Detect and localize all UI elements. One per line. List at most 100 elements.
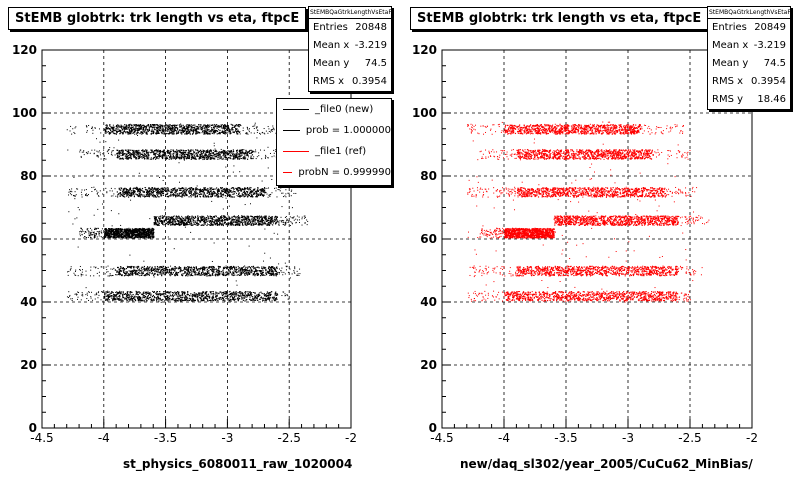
scatter-point xyxy=(220,151,222,154)
scatter-point xyxy=(151,235,153,237)
scatter-point xyxy=(172,189,174,191)
scatter-point xyxy=(267,157,269,159)
scatter-point xyxy=(165,126,167,128)
scatter-point xyxy=(164,223,166,226)
scatter-point xyxy=(104,132,106,134)
scatter-point xyxy=(107,275,109,277)
scatter-point xyxy=(221,152,223,154)
scatter-point xyxy=(226,218,228,220)
scatter-point xyxy=(223,125,225,127)
scatter-point xyxy=(230,152,232,154)
scatter-point xyxy=(79,269,81,271)
scatter-point xyxy=(88,234,90,236)
scatter-point xyxy=(156,193,158,195)
scatter-point xyxy=(214,124,216,126)
scatter-point xyxy=(110,126,112,128)
scatter-point xyxy=(116,152,118,154)
scatter-point xyxy=(245,270,247,272)
scatter-point xyxy=(174,129,176,131)
scatter-point xyxy=(201,216,203,218)
scatter-point xyxy=(137,228,139,230)
scatter-point xyxy=(156,150,158,152)
scatter-point xyxy=(112,124,114,126)
scatter-point xyxy=(244,193,246,195)
scatter-point xyxy=(206,154,208,156)
scatter-point xyxy=(245,150,247,153)
scatter-point xyxy=(149,125,151,127)
scatter-point xyxy=(126,150,128,153)
scatter-point xyxy=(169,220,171,223)
scatter-point xyxy=(181,133,183,135)
scatter-point xyxy=(168,220,170,222)
scatter-point xyxy=(265,191,267,193)
scatter-point xyxy=(139,128,141,130)
scatter-point xyxy=(81,228,83,230)
scatter-point xyxy=(116,236,118,238)
scatter-point xyxy=(236,154,238,156)
scatter-point xyxy=(228,218,230,220)
scatter-point xyxy=(163,221,165,223)
scatter-point xyxy=(258,224,260,226)
scatter-point xyxy=(138,229,141,231)
scatter-point xyxy=(235,219,238,222)
scatter-point xyxy=(188,131,190,134)
scatter-point xyxy=(128,270,130,272)
scatter-point xyxy=(108,233,110,235)
scatter-point xyxy=(189,275,191,277)
scatter-point xyxy=(219,151,221,153)
scatter-point xyxy=(218,190,220,192)
scatter-point xyxy=(218,133,220,135)
scatter-point xyxy=(253,218,255,220)
scatter-point xyxy=(226,125,228,128)
scatter-point xyxy=(121,132,123,134)
scatter-point xyxy=(185,132,188,134)
scatter-point xyxy=(124,128,126,130)
scatter-point xyxy=(180,130,182,132)
scatter-point xyxy=(196,192,198,194)
scatter-point xyxy=(202,151,204,153)
scatter-point xyxy=(75,194,77,196)
scatter-point xyxy=(151,187,154,189)
scatter-point xyxy=(83,150,85,152)
scatter-point xyxy=(266,272,268,274)
scatter-point xyxy=(120,131,122,134)
scatter-point xyxy=(107,229,109,232)
scatter-point xyxy=(270,193,272,195)
scatter-point xyxy=(224,128,226,130)
scatter-point xyxy=(121,157,124,160)
scatter-point xyxy=(239,149,242,151)
scatter-point xyxy=(126,233,128,235)
scatter-point xyxy=(141,232,143,235)
scatter-point xyxy=(125,154,128,156)
scatter-point xyxy=(218,153,220,155)
scatter-point xyxy=(125,126,127,128)
scatter-point xyxy=(269,194,271,196)
scatter-point xyxy=(145,235,147,237)
scatter-point xyxy=(146,189,148,191)
scatter-point xyxy=(167,125,169,127)
scatter-point xyxy=(204,220,206,223)
scatter-point xyxy=(216,133,218,135)
scatter-point xyxy=(159,155,161,158)
scatter-point xyxy=(218,154,220,156)
scatter-point xyxy=(126,192,129,194)
scatter-point xyxy=(115,127,117,130)
scatter-point xyxy=(244,189,246,191)
scatter-point xyxy=(189,220,192,222)
scatter-point xyxy=(175,191,177,193)
scatter-point xyxy=(139,193,141,195)
scatter-point xyxy=(250,224,252,226)
scatter-point xyxy=(272,219,274,222)
scatter-point xyxy=(75,269,77,271)
scatter-point xyxy=(129,188,131,191)
scatter-point xyxy=(184,128,186,130)
scatter-point xyxy=(218,189,220,191)
scatter-point xyxy=(144,237,146,239)
scatter-point xyxy=(97,156,99,158)
scatter-point xyxy=(116,131,118,133)
scatter-point xyxy=(290,190,292,192)
scatter-point xyxy=(119,129,121,131)
scatter-point xyxy=(106,124,108,126)
scatter-point xyxy=(147,125,149,127)
scatter-point xyxy=(265,156,267,158)
